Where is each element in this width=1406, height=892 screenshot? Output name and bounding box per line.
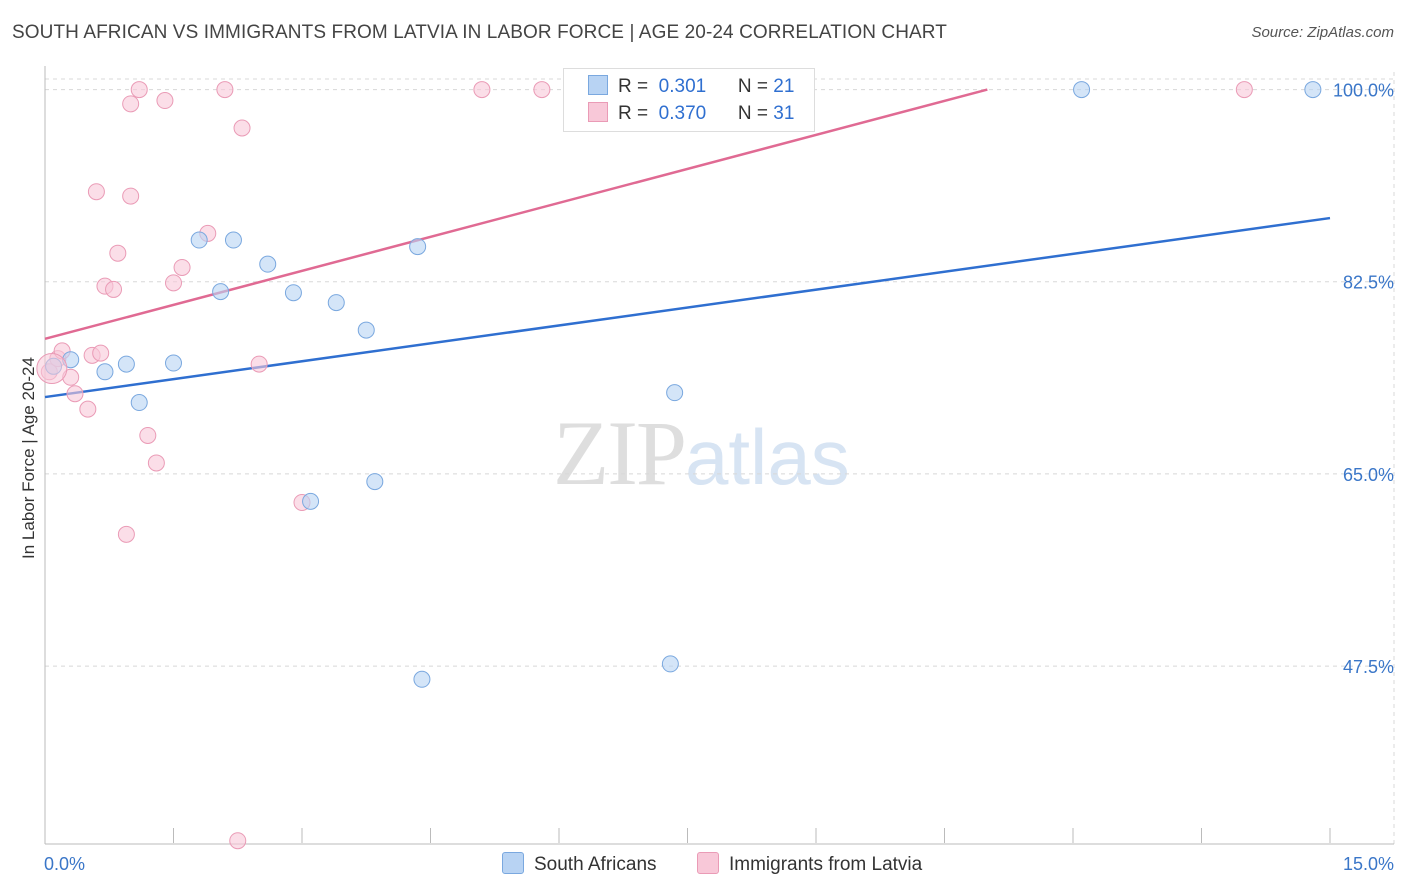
legend-item-south-africans[interactable]: South Africans: [502, 852, 657, 876]
point-south-africans: [259, 255, 277, 273]
point-latvia: [156, 92, 174, 110]
point-south-africans: [357, 321, 375, 339]
legend-swatch-pink: [697, 852, 719, 874]
point-latvia: [533, 81, 551, 99]
point-latvia: [216, 81, 234, 99]
x-tick-label: 15.0%: [1343, 854, 1394, 874]
y-tick-labels: 47.5% 65.0% 82.5% 100.0%: [1333, 81, 1394, 678]
point-latvia: [79, 400, 97, 418]
point-south-africans: [1073, 81, 1091, 99]
point-south-africans: [327, 294, 345, 312]
point-south-africans: [413, 670, 431, 688]
point-latvia: [1235, 81, 1253, 99]
point-latvia: [109, 244, 127, 262]
legend-item-latvia[interactable]: Immigrants from Latvia: [697, 852, 922, 876]
point-south-africans: [130, 394, 148, 412]
point-south-africans: [96, 363, 114, 381]
point-latvia: [165, 274, 182, 292]
y-axis-title: In Labor Force | Age 20-24: [19, 357, 38, 559]
point-latvia: [105, 280, 123, 298]
point-latvia: [147, 454, 165, 472]
chart-source: Source: ZipAtlas.com: [1251, 24, 1394, 41]
point-latvia: [117, 525, 135, 543]
series-legend: South Africans Immigrants from Latvia: [0, 852, 1406, 878]
y-tick-label: 47.5%: [1343, 657, 1394, 677]
x-tick-label: 0.0%: [44, 854, 85, 874]
watermark-zip: ZIP: [553, 402, 687, 504]
x-tick-labels: 0.0% 15.0%: [44, 854, 1394, 874]
point-south-africans: [302, 492, 320, 510]
legend-r-label: R =: [618, 76, 649, 97]
point-south-africans: [661, 655, 679, 673]
point-south-africans: [190, 231, 208, 249]
legend-n-value: 21: [773, 76, 795, 97]
point-latvia: [173, 258, 191, 276]
legend-swatch-pink: [588, 102, 608, 122]
point-cluster: [36, 353, 68, 385]
correlation-legend: R = 0.301 N = 21 R = 0.370 N = 31: [563, 68, 815, 132]
legend-n-value: 31: [773, 103, 795, 124]
legend-n-label: N =: [737, 76, 769, 97]
point-south-africans: [165, 354, 182, 372]
zipatlas-watermark: ZIPatlas: [553, 400, 850, 506]
point-south-africans: [366, 473, 384, 491]
point-south-africans: [409, 238, 427, 256]
point-latvia: [92, 344, 110, 362]
point-latvia: [130, 81, 148, 99]
data-points: [36, 81, 1322, 850]
x-axis-ticks: [44, 828, 1331, 843]
legend-swatch-blue: [588, 75, 608, 95]
legend-label-south-africans: South Africans: [534, 854, 657, 875]
point-south-africans: [117, 355, 135, 373]
point-latvia: [250, 355, 268, 373]
point-south-africans: [212, 283, 230, 301]
point-latvia: [66, 385, 84, 403]
legend-r-value: 0.370: [658, 103, 707, 124]
legend-swatch-blue: [502, 852, 524, 874]
y-tick-label: 82.5%: [1343, 273, 1394, 293]
legend-label-latvia: Immigrants from Latvia: [729, 854, 923, 875]
legend-r-label: R =: [618, 103, 649, 124]
watermark-atlas: atlas: [685, 413, 850, 501]
legend-row-latvia: R = 0.370 N = 31: [588, 102, 794, 126]
axes: [44, 66, 1394, 845]
y-tick-label: 65.0%: [1343, 465, 1394, 485]
point-south-africans: [666, 384, 684, 402]
point-south-africans: [224, 231, 242, 249]
legend-r-value: 0.301: [658, 76, 707, 97]
gridlines: [45, 72, 1395, 844]
point-latvia: [233, 119, 251, 137]
point-latvia: [229, 832, 247, 850]
legend-row-south-africans: R = 0.301 N = 21: [588, 75, 794, 99]
trend-line-latvia: [44, 88, 988, 341]
point-south-africans: [284, 284, 302, 302]
point-latvia: [473, 81, 491, 99]
point-latvia: [87, 183, 105, 201]
point-latvia: [122, 95, 140, 113]
y-tick-label: 100.0%: [1333, 81, 1394, 101]
chart-title: SOUTH AFRICAN VS IMMIGRANTS FROM LATVIA …: [12, 22, 947, 43]
point-south-africans: [1304, 81, 1322, 99]
legend-n-label: N =: [737, 103, 769, 124]
point-latvia: [139, 426, 157, 444]
point-latvia: [122, 187, 140, 205]
